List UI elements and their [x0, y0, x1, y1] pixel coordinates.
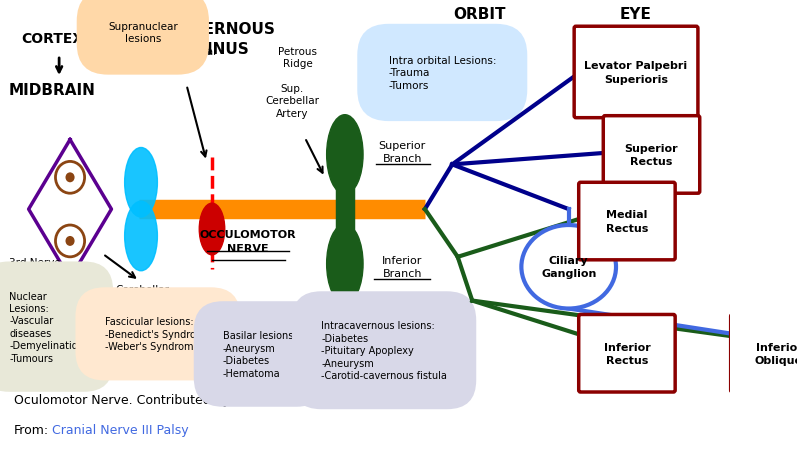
- Text: Superior
Rectus: Superior Rectus: [625, 144, 678, 167]
- Text: OCCULOMOTOR
NERVE: OCCULOMOTOR NERVE: [199, 230, 296, 253]
- Text: Supranuclear
lesions: Supranuclear lesions: [108, 22, 178, 45]
- FancyBboxPatch shape: [579, 183, 675, 260]
- FancyBboxPatch shape: [731, 315, 797, 392]
- Text: Medial
Rectus: Medial Rectus: [606, 210, 648, 233]
- Ellipse shape: [327, 116, 363, 195]
- Text: 3rd Nerve
Nucleus: 3rd Nerve Nucleus: [9, 257, 61, 280]
- Text: Intracavernous lesions:
-Diabetes
-Pituitary Apoplexy
-Aneurysm
-Carotid-caverno: Intracavernous lesions: -Diabetes -Pitui…: [321, 321, 447, 380]
- Text: Intra orbital Lesions:
-Trauma
-Tumors: Intra orbital Lesions: -Trauma -Tumors: [388, 56, 496, 91]
- Circle shape: [65, 173, 75, 183]
- Ellipse shape: [199, 204, 225, 255]
- Text: Fascicular lesions:
-Benedict's Syndrome
-Weber's Syndrome: Fascicular lesions: -Benedict's Syndrome…: [104, 317, 211, 352]
- Text: Inferior
Rectus: Inferior Rectus: [603, 342, 650, 365]
- Text: Levator Palpebri
Superioris: Levator Palpebri Superioris: [584, 61, 688, 84]
- FancyBboxPatch shape: [603, 117, 700, 194]
- Text: Cerebellar
Peduncle: Cerebellar Peduncle: [116, 284, 170, 307]
- Text: Superior
Branch: Superior Branch: [379, 140, 426, 164]
- Ellipse shape: [327, 224, 363, 304]
- Text: Nuclear
Lesions:
-Vascular
diseases
-Demyelination
-Tumours: Nuclear Lesions: -Vascular diseases -Dem…: [9, 291, 84, 363]
- FancyBboxPatch shape: [579, 315, 675, 392]
- Text: CORTEX: CORTEX: [21, 32, 83, 46]
- Text: ORBIT: ORBIT: [453, 7, 506, 22]
- Text: Inferior
Branch: Inferior Branch: [382, 256, 422, 279]
- Text: SINUS: SINUS: [197, 41, 249, 56]
- Text: Basilar lesions:
-Aneurysm
-Diabetes
-Hematoma: Basilar lesions: -Aneurysm -Diabetes -He…: [223, 330, 296, 378]
- FancyBboxPatch shape: [574, 27, 698, 118]
- Ellipse shape: [124, 202, 157, 271]
- Text: Inferior
Oblique: Inferior Oblique: [755, 342, 797, 365]
- Circle shape: [65, 236, 75, 246]
- Text: Cranial Nerve III Palsy: Cranial Nerve III Palsy: [52, 423, 188, 436]
- Text: Post. Cerebral
Artery: Post. Cerebral Artery: [143, 46, 216, 69]
- Text: EYE: EYE: [619, 7, 651, 22]
- Text: Sup.
Cerebellar
Artery: Sup. Cerebellar Artery: [265, 84, 319, 118]
- Ellipse shape: [521, 225, 616, 309]
- Text: CAVERNOUS: CAVERNOUS: [171, 22, 275, 37]
- Text: Petrous
Ridge: Petrous Ridge: [278, 46, 317, 69]
- Ellipse shape: [124, 148, 157, 218]
- Text: From:: From:: [14, 423, 49, 436]
- Text: MIDBRAIN: MIDBRAIN: [9, 83, 96, 98]
- Text: Ciliary
Ganglion: Ciliary Ganglion: [541, 256, 596, 279]
- Text: Oculomotor Nerve. Contributed by Pranav Modi, MBBS: Oculomotor Nerve. Contributed by Pranav …: [14, 393, 355, 406]
